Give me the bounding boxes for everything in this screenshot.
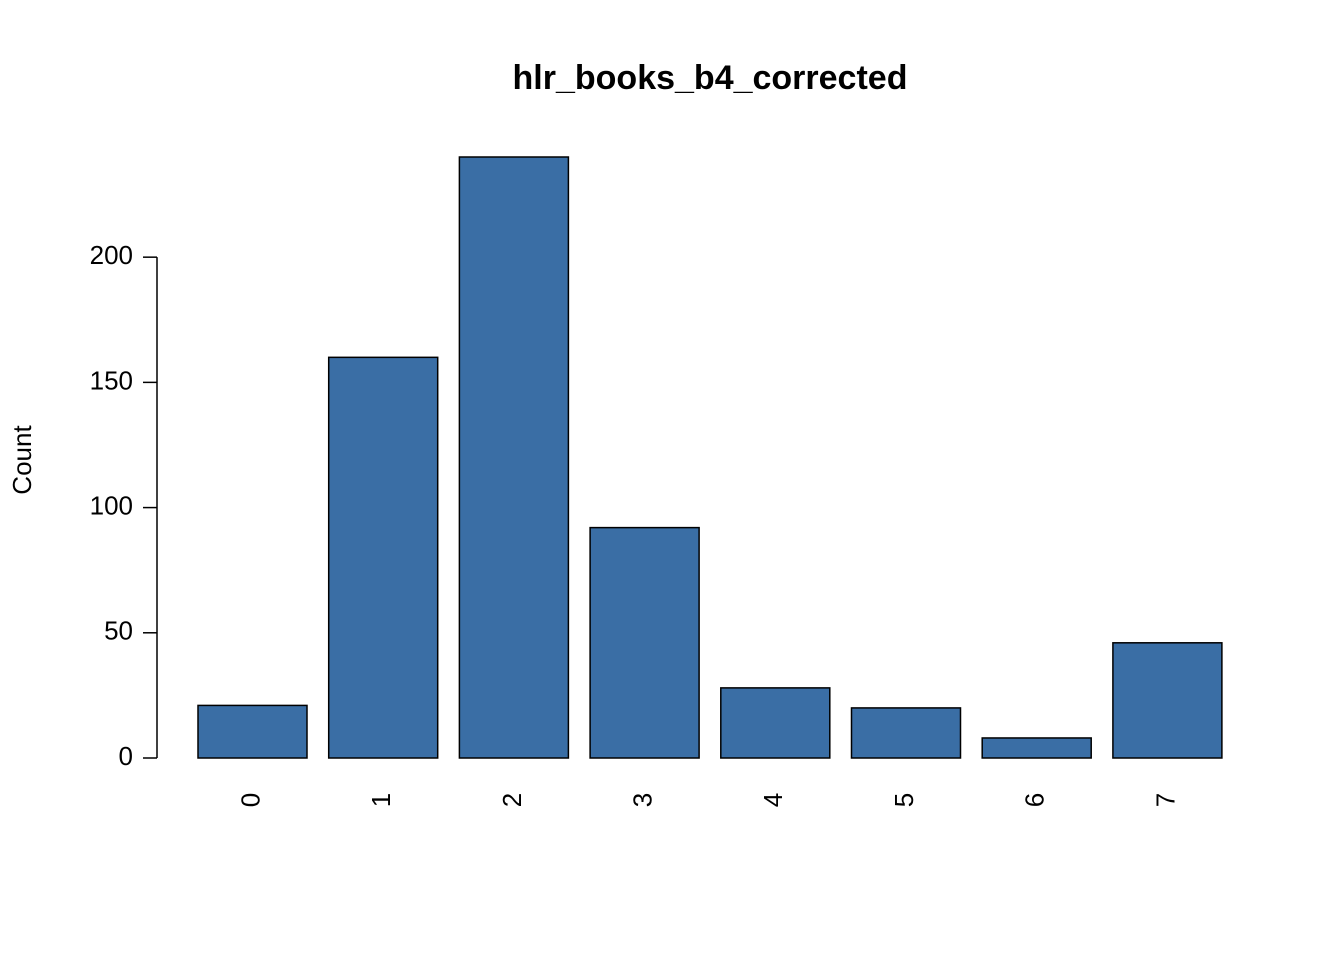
x-tick-label: 6: [1020, 793, 1050, 807]
y-axis-label: Count: [7, 425, 37, 495]
bar: [850, 707, 962, 759]
x-tick-label: 7: [1150, 793, 1180, 807]
bar: [197, 704, 308, 759]
bar: [981, 737, 1092, 759]
bar: [1112, 642, 1223, 759]
y-tick-label: 200: [90, 240, 133, 270]
bar: [589, 526, 700, 759]
chart-title: hlr_books_b4_corrected: [513, 59, 908, 97]
bar: [720, 687, 831, 759]
bar: [327, 356, 439, 759]
y-tick-label: 150: [90, 365, 133, 395]
y-tick-label: 50: [104, 616, 133, 646]
y-tick-label: 0: [119, 741, 133, 771]
x-tick-label: 4: [758, 793, 788, 807]
bar: [458, 156, 570, 759]
x-tick-label: 1: [366, 793, 396, 807]
x-tick-label: 5: [889, 793, 919, 807]
x-tick-label: 3: [627, 793, 657, 807]
y-tick-label: 100: [90, 490, 133, 520]
x-tick-label: 0: [235, 793, 265, 807]
x-tick-label: 2: [497, 793, 527, 807]
